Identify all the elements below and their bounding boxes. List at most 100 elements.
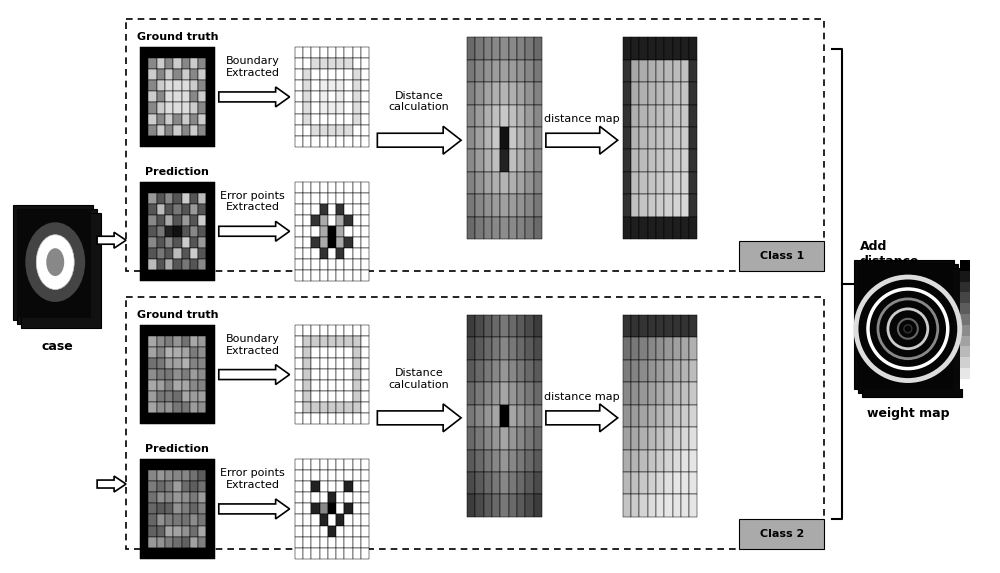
Bar — [525, 337, 534, 360]
Bar — [336, 391, 344, 402]
Bar — [344, 536, 353, 548]
Bar — [361, 391, 369, 402]
Bar — [328, 237, 336, 248]
Text: Class 1: Class 1 — [760, 251, 804, 261]
Bar — [206, 380, 215, 391]
Text: Add
distance: Add distance — [860, 240, 919, 268]
Bar — [328, 459, 336, 470]
Bar — [648, 217, 656, 240]
Bar — [198, 237, 206, 248]
Bar — [328, 536, 336, 548]
Bar — [198, 69, 206, 80]
Bar — [500, 60, 509, 82]
Bar — [148, 237, 157, 248]
Bar — [320, 270, 328, 281]
Bar — [639, 405, 648, 427]
Bar — [353, 80, 361, 92]
Bar — [336, 259, 344, 270]
Bar — [656, 104, 664, 127]
Bar — [320, 536, 328, 548]
Bar — [681, 150, 689, 172]
Bar — [320, 259, 328, 270]
Bar — [353, 492, 361, 504]
Bar — [182, 47, 190, 58]
Bar — [295, 193, 303, 203]
Bar — [311, 369, 320, 380]
Bar — [182, 481, 190, 492]
Bar — [681, 104, 689, 127]
Bar — [361, 248, 369, 259]
Bar — [336, 413, 344, 425]
Bar — [165, 136, 173, 147]
Bar — [140, 402, 148, 413]
Bar — [328, 103, 336, 113]
Bar — [353, 380, 361, 391]
Bar — [509, 494, 517, 517]
Bar — [656, 450, 664, 472]
Bar — [353, 369, 361, 380]
Bar — [631, 427, 639, 450]
Bar — [206, 103, 215, 113]
Bar — [173, 182, 182, 193]
Bar — [336, 369, 344, 380]
Bar — [353, 226, 361, 237]
Bar — [206, 525, 215, 536]
Bar — [328, 113, 336, 124]
Bar — [198, 380, 206, 391]
Bar — [353, 536, 361, 548]
Bar — [182, 248, 190, 259]
Bar — [353, 504, 361, 515]
Bar — [467, 37, 475, 60]
Bar — [361, 402, 369, 413]
Bar — [303, 193, 311, 203]
Bar — [157, 481, 165, 492]
Bar — [140, 347, 148, 358]
Bar — [190, 391, 198, 402]
Bar — [295, 215, 303, 226]
Bar — [320, 237, 328, 248]
Bar — [295, 182, 303, 193]
Bar — [648, 194, 656, 217]
Bar — [320, 413, 328, 425]
Bar — [190, 226, 198, 237]
Bar — [173, 270, 182, 281]
Bar — [295, 470, 303, 481]
Bar — [648, 315, 656, 337]
Bar — [492, 217, 500, 240]
Bar — [534, 360, 542, 382]
Bar — [206, 92, 215, 103]
Bar — [190, 459, 198, 470]
Bar — [639, 337, 648, 360]
Bar — [656, 382, 664, 405]
Bar — [198, 492, 206, 504]
Bar — [311, 203, 320, 215]
Bar — [157, 259, 165, 270]
Bar — [664, 337, 673, 360]
Bar — [689, 194, 697, 217]
Bar — [509, 472, 517, 494]
Bar — [500, 337, 509, 360]
Bar — [509, 194, 517, 217]
Bar — [140, 504, 148, 515]
Bar — [336, 270, 344, 281]
Bar — [295, 203, 303, 215]
Bar — [173, 413, 182, 425]
Bar — [198, 103, 206, 113]
Bar — [681, 217, 689, 240]
Bar — [328, 391, 336, 402]
Bar — [328, 203, 336, 215]
Bar — [295, 548, 303, 559]
Bar — [484, 494, 492, 517]
Bar — [311, 80, 320, 92]
Bar — [165, 459, 173, 470]
Bar — [182, 515, 190, 525]
Bar — [140, 259, 148, 270]
Bar — [361, 481, 369, 492]
Bar — [206, 203, 215, 215]
Bar — [173, 80, 182, 92]
Bar — [336, 124, 344, 136]
Bar — [198, 504, 206, 515]
Bar — [623, 150, 631, 172]
Bar — [681, 82, 689, 104]
Bar — [689, 450, 697, 472]
